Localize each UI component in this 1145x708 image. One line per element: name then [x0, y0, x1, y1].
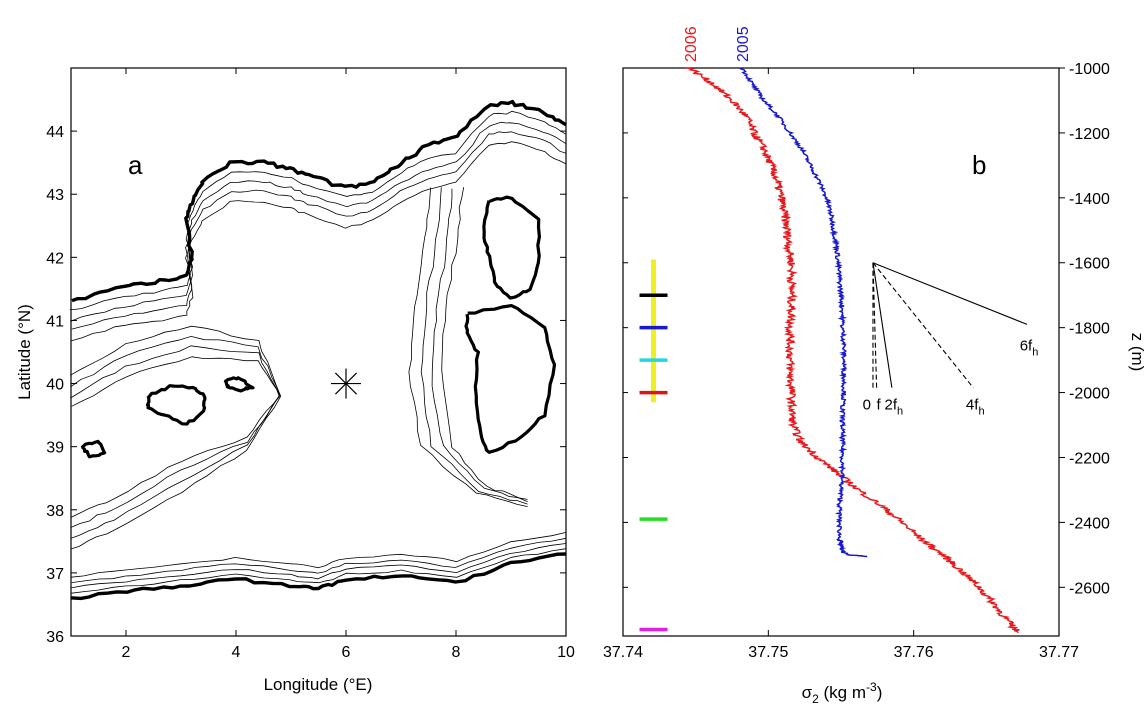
balearic-shelf-contour [70, 325, 282, 550]
map-y-tick-label: 39 [46, 440, 64, 457]
fan-label: 4fh [966, 397, 985, 418]
fan-line-2fh [872, 262, 893, 388]
profile-y-ticks: -1000 -1200 -1400 -1600 -1800 -2000 -2200 -2400… [623, 61, 1110, 597]
map-y-ticks: 36 37 38 39 40 41 42 43 44 [46, 124, 566, 646]
series-label-2006: 2006 [683, 26, 700, 62]
map-y-tick-label: 42 [46, 250, 64, 267]
profile-x-tick-label: 37.75 [748, 644, 788, 661]
map-x-tick-label: 10 [557, 644, 575, 661]
fan-line-6fh [872, 262, 1028, 325]
profile-x-tick-label: 37.77 [1039, 644, 1079, 661]
map-y-tick-label: 43 [46, 187, 64, 204]
panel-a-label: a [128, 150, 143, 180]
north-contour [70, 121, 567, 322]
north-coastline [71, 99, 567, 303]
profile-x-tick-label: 37.76 [894, 644, 934, 661]
south-coastline [70, 552, 567, 601]
profile-y-tick-label: -2600 [1069, 580, 1110, 597]
map-x-ticks: 2 4 6 8 10 [122, 68, 575, 661]
profile-series [685, 67, 1020, 634]
profile-line-2006 [685, 67, 1020, 634]
profile-x-ticks: 37.74 37.75 37.76 37.77 [603, 68, 1079, 661]
island-outline [145, 384, 207, 426]
profile-y-axis-label: z (m) [1128, 333, 1145, 372]
fan-label: f [877, 397, 882, 414]
island-shelf-contour [408, 187, 528, 507]
profile-y-tick-label: -1800 [1069, 321, 1110, 338]
island-shelf-contour [420, 187, 528, 505]
fan-label: 6fh [1020, 337, 1039, 358]
south-contour [71, 532, 567, 578]
station-marker [331, 368, 361, 399]
balearic-shelf-contour [70, 335, 281, 539]
island-outline [80, 439, 107, 459]
profile-line-2005 [739, 67, 868, 558]
profile-y-tick-label: -1600 [1069, 256, 1110, 273]
map-y-tick-label: 37 [46, 566, 64, 583]
south-contour [71, 543, 567, 589]
series-year-labels: 2006 2005 [683, 26, 752, 62]
island-outline [223, 376, 255, 393]
map-frame [70, 67, 567, 637]
south-contour [71, 537, 567, 583]
map-y-axis-label: Latitude (°N) [15, 304, 34, 400]
profile-x-tick-label: 37.74 [603, 644, 643, 661]
island-shelf-contour [431, 188, 528, 502]
island-shelf-contour [441, 187, 528, 500]
frequency-fan: 0 f 2fh 4fh 6fh [863, 262, 1039, 418]
island-outline [482, 195, 542, 300]
profile-y-tick-label: -1200 [1069, 126, 1110, 143]
map-x-tick-label: 6 [342, 644, 351, 661]
depth-marks [639, 259, 668, 632]
panel-b-label: b [972, 150, 986, 180]
map-y-tick-label: 44 [46, 124, 64, 141]
map-y-tick-label: 40 [46, 377, 64, 394]
station-marker-ray [334, 372, 358, 395]
map-y-tick-label: 41 [46, 313, 64, 330]
fan-label: 0 [863, 397, 871, 414]
profile-y-tick-label: -2200 [1069, 450, 1110, 467]
coastline [70, 99, 567, 601]
north-contour [69, 110, 567, 311]
profile-frame [622, 67, 1060, 637]
profile-y-tick-label: -2400 [1069, 515, 1110, 532]
map-y-tick-label: 38 [46, 503, 64, 520]
profile-y-tick-label: -1000 [1069, 61, 1110, 78]
profile-y-tick-label: -2000 [1069, 386, 1110, 403]
fan-line-4fh [872, 262, 974, 389]
profile-y-tick-label: -1400 [1069, 191, 1110, 208]
fan-line-f [872, 262, 878, 388]
series-label-2005: 2005 [735, 26, 752, 62]
fan-label: 2fh [885, 397, 904, 418]
south-contour [71, 548, 567, 594]
map-y-tick-label: 36 [46, 629, 64, 646]
map-x-tick-label: 8 [452, 644, 461, 661]
north-contour [71, 131, 567, 330]
map-panel: 2 4 6 8 10 36 37 38 39 40 41 42 43 44 a Longitude (°… [15, 67, 575, 694]
profile-x-axis-label: σ2 (kg m-3) [802, 680, 883, 706]
map-x-axis-label: Longitude (°E) [264, 675, 373, 694]
island-outline [464, 304, 557, 454]
bathymetry-contours [69, 110, 567, 594]
map-x-tick-label: 4 [232, 644, 241, 661]
balearic-shelf-contour [70, 345, 280, 528]
map-x-tick-label: 2 [122, 644, 131, 661]
north-contour [70, 141, 567, 342]
